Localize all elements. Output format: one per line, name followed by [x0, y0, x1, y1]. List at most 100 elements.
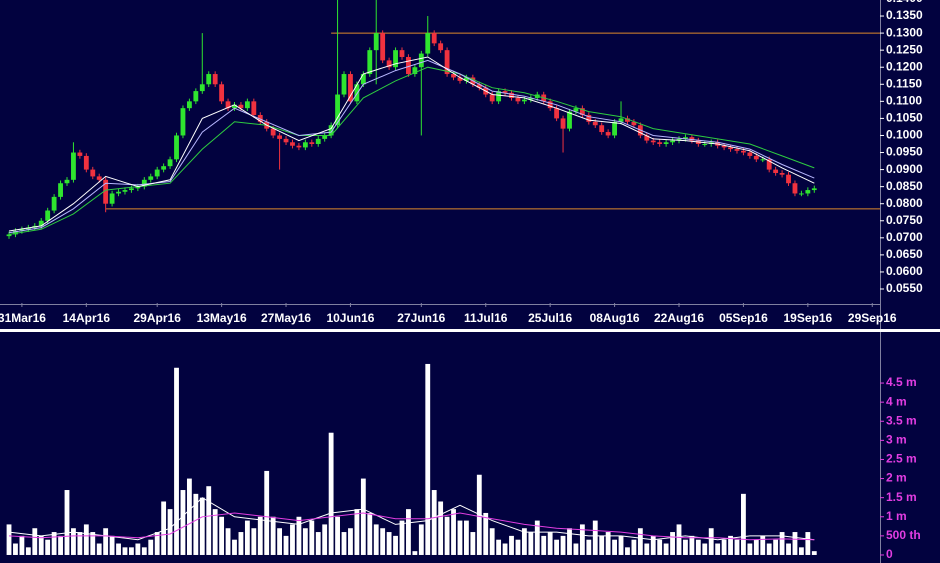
candle-body: [302, 142, 308, 148]
candle-body: [51, 196, 57, 211]
candle-body: [599, 125, 605, 133]
candle-body: [296, 145, 302, 148]
candle-body: [232, 104, 237, 109]
candle-body: [257, 114, 263, 122]
candle-body: [683, 137, 688, 139]
candle-body: [199, 84, 205, 92]
candle-body: [335, 94, 340, 126]
volume-bar: [657, 539, 663, 555]
candle-body: [174, 135, 179, 160]
pane-separator: [0, 329, 940, 332]
y-tick-label: 0.1350: [886, 8, 923, 22]
x-tick-label: 29Apr16: [134, 311, 182, 325]
volume-bar: [715, 543, 721, 555]
y-tick-label: 4.5 m: [886, 375, 917, 389]
candle-body: [528, 97, 534, 100]
volume-bar: [135, 543, 141, 555]
candle-body: [186, 101, 192, 109]
candle-body: [521, 99, 527, 102]
volume-bar: [277, 528, 283, 555]
moving-average: [8, 56, 815, 232]
volume-bar: [71, 528, 76, 555]
volume-bar: [399, 520, 405, 555]
volume-bar: [457, 520, 463, 555]
candle-body: [315, 138, 321, 144]
volume-bar: [708, 528, 714, 555]
volume-bar: [560, 535, 566, 555]
volume-bar: [811, 551, 817, 555]
volume-bar: [567, 528, 572, 555]
candle-body: [399, 50, 405, 57]
volume-bar: [534, 520, 540, 555]
candle-body: [560, 118, 566, 129]
candle-body: [509, 92, 514, 98]
candle-body: [77, 152, 83, 156]
candle-body: [760, 159, 766, 161]
candle-body: [463, 77, 469, 81]
candle-body: [792, 183, 798, 194]
volume-bar: [586, 539, 592, 555]
y-tick-label: 0.0650: [886, 247, 923, 261]
volume-bar: [360, 478, 366, 555]
candle-body: [58, 183, 63, 197]
volume-bar: [335, 516, 340, 555]
volume-bar: [290, 524, 295, 555]
x-tick-label: 10Jun16: [326, 311, 374, 325]
candle-body: [579, 108, 585, 115]
volume-bar: [438, 501, 444, 555]
volume-bar: [618, 535, 624, 555]
candle-body: [798, 193, 804, 195]
candle-body: [180, 108, 186, 136]
volume-bar: [612, 539, 617, 555]
candle-body: [270, 128, 276, 136]
y-tick-label: 0.0900: [886, 162, 923, 176]
volume-bar: [805, 532, 811, 555]
candle-body: [348, 74, 353, 102]
candle-body: [444, 50, 450, 75]
y-tick-label: 0.1300: [886, 25, 923, 39]
volume-bar: [161, 501, 167, 555]
candle-body: [412, 67, 418, 75]
candle-body: [90, 169, 96, 177]
candle-body: [747, 152, 753, 156]
candle-body: [64, 179, 70, 184]
volume-bar: [154, 532, 160, 555]
volume-bar: [741, 493, 746, 555]
x-tick-label: 14Apr16: [63, 311, 111, 325]
volume-bar: [521, 528, 527, 555]
volume-bar: [206, 486, 212, 555]
candle-body: [811, 188, 817, 191]
volume-bar: [393, 535, 398, 555]
volume-bar: [122, 547, 128, 555]
volume-bar: [13, 543, 18, 555]
candle-body: [373, 33, 379, 51]
candle-body: [283, 138, 289, 143]
volume-bar: [373, 524, 379, 555]
candle-body: [109, 193, 115, 204]
y-tick-label: 0.0700: [886, 230, 923, 244]
x-tick-label: 13May16: [197, 311, 247, 325]
volume-bar: [515, 539, 521, 555]
volume-bar: [670, 532, 675, 555]
x-tick-label: 27May16: [261, 311, 311, 325]
volume-bar: [541, 535, 547, 555]
x-tick-label: 29Sep16: [848, 311, 897, 325]
x-tick-label: 08Aug16: [590, 311, 640, 325]
volume-bar: [328, 432, 334, 555]
candle-body: [670, 140, 675, 143]
y-tick-label: 0.0850: [886, 179, 923, 193]
y-tick-label: 0.1400: [886, 0, 923, 5]
volume-bar: [444, 516, 450, 555]
volume-bar: [19, 535, 25, 555]
volume-bar: [760, 535, 766, 555]
volume-bar: [193, 493, 199, 555]
candle-body: [644, 135, 650, 141]
volume-bar: [792, 532, 798, 555]
volume-bar: [32, 528, 38, 555]
candle-body: [567, 111, 572, 129]
candle-body: [418, 53, 424, 68]
volume-bar: [103, 528, 109, 555]
x-tick-label: 31Mar16: [0, 311, 46, 325]
volume-bar: [631, 539, 637, 555]
candle-body: [476, 84, 482, 88]
